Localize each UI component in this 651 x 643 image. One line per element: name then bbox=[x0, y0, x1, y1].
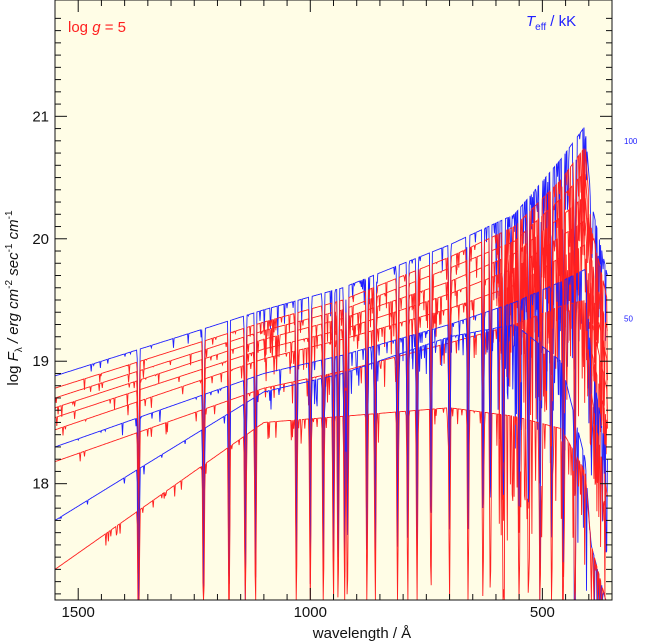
logg-annotation: log g = 5 bbox=[68, 19, 126, 36]
spectrum-series-1 bbox=[54, 127, 608, 488]
ylabel-exp1: -2 bbox=[4, 280, 15, 289]
teff-value-label: 100 bbox=[624, 137, 638, 146]
ylabel-mid: / erg cm bbox=[5, 289, 22, 347]
x-tick-label: 500 bbox=[530, 604, 555, 621]
ylabel-sec: sec bbox=[5, 252, 22, 280]
y-axis-label: log Fλ / erg cm-2 sec-1 cm-1 bbox=[4, 210, 25, 386]
edge-labels: 100 50 bbox=[624, 137, 638, 324]
x-axis-label: wavelength / Å bbox=[312, 625, 411, 642]
teff-annotation: Teff / kK bbox=[526, 13, 576, 33]
y-axis: 18 19 20 21 bbox=[32, 17, 612, 595]
x-axis: 1500 1000 500 bbox=[54, 0, 590, 621]
y-tick-label: 20 bbox=[32, 231, 49, 248]
logg-var: g bbox=[92, 19, 101, 36]
teff-value-label: 50 bbox=[624, 314, 633, 323]
ylabel-exp2: -1 bbox=[4, 243, 15, 252]
y-tick-label: 18 bbox=[32, 476, 49, 493]
spectrum-series-2 bbox=[54, 148, 608, 507]
logg-rest: = 5 bbox=[101, 19, 126, 36]
x-tick-label: 1000 bbox=[294, 604, 327, 621]
spectrum-series-10 bbox=[54, 407, 608, 601]
ylabel-lambda: λ bbox=[14, 347, 25, 352]
logg-prefix: log bbox=[68, 19, 88, 36]
ylabel-F: F bbox=[5, 351, 22, 361]
y-tick-label: 21 bbox=[32, 108, 49, 125]
spectrum-series-3 bbox=[54, 171, 608, 524]
spectrum-series-8 bbox=[54, 300, 608, 601]
spectrum-series-6 bbox=[54, 244, 608, 577]
spectrum-series-7 bbox=[54, 268, 608, 598]
ylabel-exp3: -1 bbox=[4, 210, 15, 219]
spectrum-series-5 bbox=[54, 220, 608, 557]
teff-sub: eff bbox=[535, 22, 546, 33]
teff-var: T bbox=[526, 13, 537, 30]
series-layer bbox=[54, 127, 608, 601]
ylabel-cm: cm bbox=[5, 219, 22, 243]
teff-rest: / kK bbox=[546, 13, 576, 30]
spectrum-series-4 bbox=[54, 196, 608, 540]
y-tick-label: 19 bbox=[32, 353, 49, 370]
ylabel-pre: log bbox=[5, 361, 22, 385]
spectrum-series-9 bbox=[54, 324, 608, 601]
x-tick-label: 1500 bbox=[62, 604, 95, 621]
